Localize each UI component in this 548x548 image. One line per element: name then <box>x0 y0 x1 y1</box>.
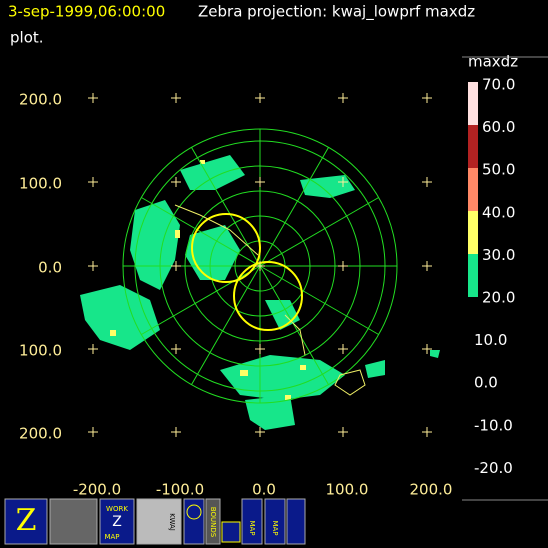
zebra-icon[interactable] <box>4 498 48 545</box>
azimuth-spoke <box>259 147 329 267</box>
colorbar-label: 20.0 <box>482 289 515 307</box>
colorbar-label: 60.0 <box>482 118 515 136</box>
grid-markers <box>88 93 432 437</box>
zebra-logo: Z <box>16 503 37 538</box>
y-axis-label: 200.0 <box>19 425 62 443</box>
colorbar-label: 30.0 <box>482 246 515 264</box>
azimuth-spoke <box>191 265 261 385</box>
radar-coverage-circle <box>191 213 261 283</box>
bounds-icon[interactable] <box>205 498 221 545</box>
usmap-icon[interactable] <box>264 498 286 545</box>
grid-icon[interactable] <box>221 521 241 543</box>
colorbar-label: 40.0 <box>482 203 515 221</box>
colorbar-label: 70.0 <box>482 76 515 94</box>
rings-icon[interactable] <box>183 498 205 545</box>
icon-label: BOUNDS <box>209 507 217 538</box>
x-axis-label: -200.0 <box>73 481 121 499</box>
x-axis-label: -100.0 <box>156 481 204 499</box>
y-axis-label: 0.0 <box>38 259 62 277</box>
plot-title: Zebra projection: kwaj_lowprf maxdz <box>198 3 475 22</box>
colorbar-label: -20.0 <box>474 459 513 477</box>
radar-coverage-circle <box>233 261 303 331</box>
icon-label: MAP <box>248 520 256 535</box>
icon-label: MAP <box>104 533 119 541</box>
colorbar-title: maxdz <box>468 53 518 71</box>
azimuth-spoke <box>259 197 379 267</box>
azimuth-spoke <box>141 197 261 267</box>
plot-title-cont: plot. <box>10 29 44 47</box>
azimuth-spoke <box>259 265 329 385</box>
x-axis-label: 0.0 <box>252 481 276 499</box>
x-axis-label: 200.0 <box>410 481 453 499</box>
icon-label: MAP <box>271 520 279 535</box>
loop-icon[interactable] <box>286 498 306 545</box>
colorbar-label: 0.0 <box>474 374 498 392</box>
range-rings <box>122 128 398 404</box>
colorbar-label: 50.0 <box>482 161 515 179</box>
image-icon[interactable] <box>49 498 98 545</box>
time-label: 3-sep-1999,06:00:00 <box>8 3 165 21</box>
icon-label: Z <box>112 514 122 530</box>
map-icon[interactable] <box>241 498 263 545</box>
colorbar-label: -10.0 <box>474 416 513 434</box>
coastline <box>174 204 366 396</box>
icon-label: WORK <box>106 505 128 513</box>
y-axis-label: 100.0 <box>19 342 62 360</box>
workmap-icon[interactable] <box>99 498 135 545</box>
x-axis-label: 100.0 <box>326 481 369 499</box>
colorbar-label: 10.0 <box>474 331 507 349</box>
high-echoes <box>110 160 306 400</box>
icon-graphic <box>186 504 202 520</box>
colorbar <box>468 82 478 297</box>
icon-label: KWAJ <box>168 513 176 531</box>
toolbar: Z WORK Z MAP KWAJ BOUNDS MAP MAP <box>4 498 306 545</box>
y-axis-label: 100.0 <box>19 175 62 193</box>
kwaj-icon[interactable] <box>136 498 182 545</box>
azimuth-spoke <box>259 265 379 335</box>
y-axis-label: 200.0 <box>19 91 62 109</box>
